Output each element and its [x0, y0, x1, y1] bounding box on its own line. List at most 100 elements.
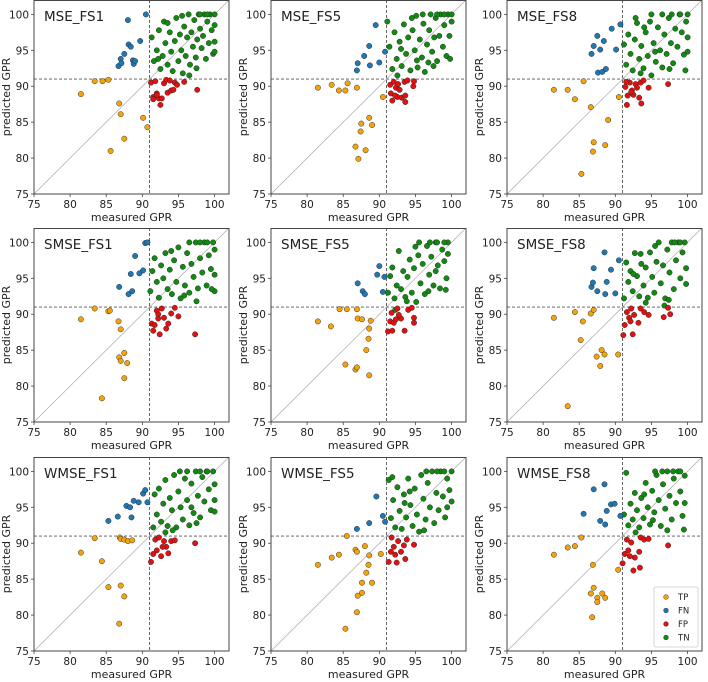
data-point-tn [649, 487, 656, 494]
data-point-tn [444, 504, 451, 511]
data-point-tn [412, 243, 419, 250]
data-point-tn [181, 282, 188, 289]
data-point-fn [361, 53, 368, 59]
y-tick-label: 75 [489, 189, 502, 201]
data-point-fp [411, 319, 417, 326]
data-point-tn [623, 469, 630, 476]
data-point-tn [188, 480, 195, 487]
data-point-tp [367, 317, 374, 324]
data-point-tn [184, 468, 191, 475]
x-axis-label: measured GPR [91, 211, 173, 224]
data-point-fn [379, 288, 386, 295]
data-point-tn [211, 481, 218, 488]
data-point-fp [631, 554, 638, 561]
y-tick-label: 95 [16, 273, 29, 285]
data-point-tn [668, 516, 675, 523]
data-point-tp [77, 91, 84, 98]
data-point-tp [366, 114, 373, 121]
y-tick-label: 90 [16, 81, 29, 93]
data-point-fp [150, 327, 157, 334]
data-point-tn [416, 36, 423, 43]
data-point-tn [181, 475, 188, 482]
data-point-fp [150, 551, 157, 557]
data-point-fp [638, 100, 645, 107]
data-point-tn [411, 265, 417, 272]
data-point-fn [613, 46, 620, 53]
data-point-tn [208, 286, 215, 293]
data-point-tn [406, 256, 413, 263]
data-point-tp [587, 590, 594, 597]
data-point-tn [657, 523, 664, 529]
legend-marker-tn [663, 634, 669, 641]
x-tick-label: 95 [409, 656, 422, 668]
data-point-tn [162, 250, 169, 257]
data-point-tn [629, 516, 636, 523]
data-point-tn [204, 239, 211, 246]
data-point-tp [571, 96, 578, 103]
data-point-tp [98, 558, 105, 565]
data-point-tn [416, 239, 423, 246]
data-point-tn [429, 48, 436, 55]
data-point-fn [603, 507, 610, 514]
plot-frame [270, 457, 467, 652]
x-tick-label: 95 [645, 656, 658, 668]
x-axis-label: measured GPR [91, 668, 173, 678]
y-tick-label: 85 [16, 345, 29, 357]
data-point-tn [203, 282, 210, 289]
data-point-fp [621, 551, 628, 557]
data-point-tn [164, 20, 171, 26]
y-tick-label: 95 [16, 502, 29, 514]
data-point-fn [376, 59, 383, 66]
data-point-tn [197, 11, 204, 18]
data-point-fn [144, 239, 151, 246]
data-point-tn [169, 68, 176, 75]
data-point-tn [647, 18, 653, 25]
legend-marker-tp [663, 594, 669, 600]
data-point-tn [158, 262, 165, 269]
data-point-tp [593, 353, 600, 360]
panel-title: WMSE_FS5 [281, 466, 355, 482]
data-point-tp [353, 609, 360, 616]
data-point-tp [98, 395, 105, 402]
data-point-tn [200, 32, 206, 39]
data-point-fp [410, 83, 417, 90]
data-point-tn [652, 468, 659, 475]
data-point-tn [434, 11, 441, 18]
y-axis-label: predicted GPR [237, 514, 250, 593]
y-axis-label: predicted GPR [237, 57, 250, 136]
data-point-tn [621, 41, 627, 48]
data-point-tp [121, 593, 128, 600]
data-point-tp [353, 548, 360, 555]
data-point-fp [157, 101, 164, 108]
data-point-fp [637, 305, 644, 312]
data-point-tn [411, 485, 418, 492]
data-point-tn [654, 24, 661, 31]
data-point-tn [147, 288, 154, 295]
data-point-tp [105, 76, 112, 83]
y-tick-label: 100 [482, 237, 502, 249]
legend: TP FN FP TN [653, 586, 699, 648]
data-point-tn [426, 271, 433, 278]
data-point-tp [579, 318, 586, 325]
data-point-tn [398, 45, 404, 52]
data-point-tn [394, 72, 401, 79]
data-point-tp [597, 363, 604, 369]
data-point-fp [629, 331, 636, 338]
data-point-tn [184, 250, 191, 257]
data-point-tn [164, 61, 171, 68]
data-point-tn [670, 60, 677, 67]
data-point-tp [121, 375, 128, 382]
data-point-fp [641, 309, 648, 316]
data-point-fp [158, 95, 165, 102]
data-point-tn [681, 500, 688, 506]
data-point-tn [193, 298, 200, 305]
data-point-fp [148, 558, 154, 565]
data-point-tn [433, 489, 440, 496]
data-point-tn [436, 32, 443, 39]
data-point-tn [166, 29, 173, 36]
x-tick-label: 100 [678, 199, 698, 211]
data-point-fn [129, 288, 136, 295]
data-point-fp [392, 92, 399, 99]
data-point-tn [666, 492, 673, 499]
y-tick-label: 100 [246, 9, 266, 21]
